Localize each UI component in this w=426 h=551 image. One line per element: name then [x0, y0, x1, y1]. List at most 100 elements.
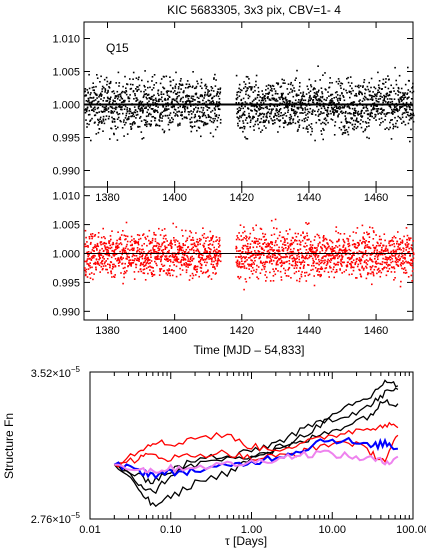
panel-2-point — [294, 239, 296, 241]
panel-1-point — [125, 112, 128, 115]
panel-2-point — [397, 245, 399, 248]
panel-2-point — [403, 267, 406, 269]
panel-1-point — [245, 75, 248, 78]
panel-2-points — [84, 218, 415, 291]
panel-2-point — [175, 260, 177, 262]
panel-2-point — [258, 238, 261, 240]
panel-1-point — [245, 137, 247, 140]
panel-2-point — [214, 256, 217, 258]
panel-1-point — [284, 82, 286, 84]
panel-1-point — [267, 96, 269, 98]
panel-2-point — [410, 246, 412, 249]
panel-2-point — [311, 246, 314, 249]
panel-1-point — [134, 111, 137, 114]
panel-1-point — [145, 115, 148, 118]
panel-2-point — [262, 264, 264, 267]
panel-2-point — [84, 243, 87, 245]
panel-1-point — [203, 121, 206, 124]
panel-1-point — [336, 98, 339, 100]
panel-2-point — [206, 261, 208, 264]
panel-2-point — [183, 264, 185, 266]
panel-2-point — [200, 238, 202, 241]
panel-2-point — [138, 238, 140, 241]
panel-1-point — [318, 113, 320, 116]
panel-2-point — [112, 254, 114, 256]
panel-1-point — [203, 123, 205, 125]
panel-2-point — [164, 258, 166, 260]
panel-1-point — [236, 116, 239, 118]
panel-1-point — [93, 89, 95, 91]
panel-1-point — [236, 112, 238, 115]
panel-2-point — [326, 260, 328, 263]
panel-1-point — [146, 102, 149, 104]
panel-2-point — [369, 268, 372, 271]
panel-1-point — [187, 95, 189, 98]
panel-2-point — [298, 270, 300, 272]
panel-1-point — [302, 108, 304, 110]
panel-2-point — [351, 243, 354, 246]
panel-1-point — [335, 96, 338, 98]
panel-2-point — [210, 237, 212, 239]
panel-1-point — [270, 88, 273, 90]
panel-2-point — [379, 270, 381, 272]
panel-1-point — [295, 77, 297, 79]
panel-2-point — [363, 247, 366, 249]
panel-2-point — [405, 227, 408, 229]
panel-1-point — [314, 88, 316, 90]
panel-2-point — [125, 221, 128, 224]
panel-2-point — [131, 247, 134, 250]
panel-2-point — [203, 233, 206, 235]
panel-2-x-tick-label: 1460 — [364, 192, 388, 204]
panel-2-point — [395, 259, 398, 261]
panel-3-x-tick-label: 1.00 — [241, 524, 262, 536]
panel-2-point — [99, 257, 101, 260]
panel-1-point — [264, 106, 267, 109]
panel-2-point — [386, 261, 388, 264]
panel-2-point — [405, 244, 407, 246]
panel-1-point — [257, 118, 259, 120]
panel-2-point — [276, 249, 279, 252]
panel-1-point — [336, 107, 338, 109]
panel-1-point — [344, 132, 347, 134]
panel-1-point — [150, 95, 153, 98]
panel-2-point — [202, 244, 204, 247]
panel-1-point — [373, 105, 375, 107]
panel-1-point — [109, 100, 111, 103]
panel-2-point — [382, 257, 384, 260]
panel-1-point — [250, 119, 252, 122]
panel-1-point — [395, 106, 397, 108]
panel-2-point — [96, 248, 98, 250]
panel-1-point — [128, 97, 131, 100]
panel-2-point — [387, 257, 389, 259]
panel-2-point — [358, 250, 361, 252]
panel-1-point — [315, 92, 317, 95]
panel-2-point — [284, 272, 286, 275]
panel-1-point — [399, 91, 402, 94]
panel-2-point — [362, 236, 364, 238]
panel-2-point — [365, 277, 368, 280]
panel-1-point — [298, 106, 300, 109]
panel-1-point — [299, 100, 302, 103]
panel-1-point — [170, 121, 172, 124]
panel-1-point — [405, 116, 408, 118]
panel-2-point — [254, 241, 256, 243]
panel-1-point — [393, 111, 396, 114]
panel-2-point — [174, 255, 177, 257]
panel-1-point — [308, 124, 310, 126]
panel-2-point — [348, 258, 351, 261]
panel-2-point — [369, 257, 371, 260]
panel-1-point — [410, 98, 413, 100]
panel-1-point — [198, 115, 200, 117]
panel-2-point — [219, 260, 222, 263]
panel-2-point — [342, 249, 345, 252]
panel-1-point — [110, 110, 113, 112]
panel-2-point — [242, 248, 244, 250]
panel-2-point — [144, 260, 147, 262]
panel-1-point — [240, 105, 243, 107]
panel-1-point — [212, 117, 214, 120]
panel-1-point — [263, 119, 265, 122]
panel-1-point — [182, 101, 184, 103]
panel-1-point — [159, 116, 161, 118]
panel-1-point — [89, 120, 91, 122]
panel-2-point — [218, 239, 221, 241]
